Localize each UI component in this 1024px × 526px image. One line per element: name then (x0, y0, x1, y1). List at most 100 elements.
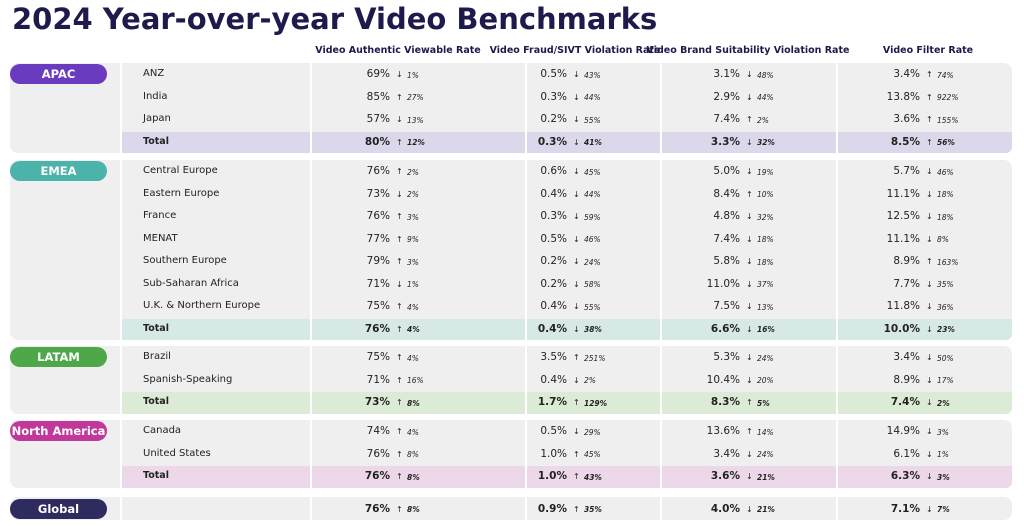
column-separator (660, 346, 662, 414)
cell-change: 43% (584, 472, 602, 482)
change-arrow: ↓ (573, 92, 580, 102)
change-arrow: ↑ (573, 449, 580, 459)
cell-change: 163% (937, 257, 959, 267)
change-arrow: ↑ (396, 234, 403, 244)
change-arrow: ↓ (926, 375, 933, 385)
change-arrow: ↓ (926, 449, 933, 459)
change-arrow: ↓ (746, 167, 753, 176)
cell-change: 1% (937, 450, 949, 459)
change-arrow: ↓ (573, 302, 580, 311)
column-separator (836, 497, 838, 520)
cell-change: 7% (937, 505, 950, 514)
cell-value: 0.4% (540, 300, 567, 312)
change-arrow: ↓ (396, 115, 403, 124)
column-separator (120, 420, 122, 488)
cell-value: 7.4% (890, 396, 920, 408)
cell-change: 2% (937, 398, 950, 408)
column-separator (310, 497, 312, 520)
cell-value: 71% (366, 277, 390, 290)
cell-value: 3.1% (713, 68, 740, 80)
cell-change: 18% (757, 257, 774, 267)
cell-change: 8% (937, 235, 949, 244)
change-arrow: ↑ (396, 504, 403, 514)
cell-value: 4.0% (710, 502, 740, 515)
cell-value: 76% (364, 502, 390, 515)
change-arrow: ↓ (573, 115, 580, 124)
cell-change: 2% (584, 376, 596, 385)
cell-change: 50% (937, 353, 954, 363)
title: 2024 Year-over-year Video Benchmarks (12, 2, 658, 36)
column-separator (310, 63, 312, 153)
change-arrow: ↓ (573, 189, 580, 199)
row-name: Total (143, 470, 169, 481)
cell-value: 5.8% (713, 255, 740, 267)
change-arrow: ↓ (926, 189, 933, 199)
cell-change: 29% (584, 427, 601, 437)
cell-value: 0.5% (540, 425, 567, 437)
cell-change: 45% (584, 450, 601, 459)
cell-value: 11.1% (886, 232, 920, 245)
region-pill: Global (10, 498, 107, 519)
cell-change: 35% (937, 280, 954, 289)
change-arrow: ↑ (396, 427, 403, 436)
cell-value: 1.7% (537, 396, 567, 408)
cell-change: 4% (407, 325, 420, 334)
cell-value: 69% (366, 68, 390, 80)
cell-value: 11.8% (886, 300, 920, 312)
cell-change: 14% (757, 427, 774, 437)
row-name: MENAT (143, 232, 178, 244)
cell-value: 14.9% (886, 425, 920, 437)
column-separator (120, 63, 122, 153)
cell-change: 5% (757, 398, 770, 408)
cell-value: 3.6% (710, 470, 740, 482)
change-arrow: ↑ (926, 137, 933, 147)
change-arrow: ↑ (746, 398, 753, 407)
cell-change: 27% (407, 93, 424, 102)
change-arrow: ↑ (396, 137, 403, 147)
cell-change: 8% (407, 398, 420, 408)
cell-value: 76% (366, 165, 390, 177)
cell-change: 4% (407, 427, 419, 437)
row-name: Southern Europe (143, 255, 227, 266)
change-arrow: ↓ (746, 302, 753, 311)
column-separator (525, 63, 527, 153)
cell-change: 20% (757, 376, 774, 385)
cell-value: 73% (364, 396, 390, 408)
cell-value: 3.4% (713, 447, 740, 460)
cell-change: 44% (584, 93, 601, 102)
cell-change: 2% (407, 167, 419, 177)
change-arrow: ↑ (573, 504, 580, 514)
cell-change: 17% (937, 376, 954, 385)
change-arrow: ↑ (396, 449, 403, 459)
column-separator (836, 160, 838, 340)
change-arrow: ↓ (746, 70, 753, 79)
column-separator (525, 497, 527, 520)
cell-change: 18% (757, 235, 774, 244)
column-header: Video Brand Suitability Violation Rate (646, 45, 850, 56)
column-separator (310, 160, 312, 340)
change-arrow: ↑ (926, 115, 933, 124)
row-name: France (143, 210, 177, 221)
column-header: Video Authentic Viewable Rate (315, 45, 481, 56)
change-arrow: ↑ (746, 115, 753, 124)
column-separator (525, 420, 527, 488)
cell-change: 56% (937, 138, 955, 147)
change-arrow: ↓ (746, 375, 753, 385)
region-pill: EMEA (10, 161, 107, 181)
change-arrow: ↓ (926, 324, 933, 334)
cell-value: 2.9% (713, 90, 740, 103)
change-arrow: ↓ (926, 302, 933, 311)
cell-value: 5.3% (713, 351, 740, 363)
change-arrow: ↓ (926, 167, 933, 176)
cell-change: 922% (937, 93, 959, 102)
region-pill: North America (10, 421, 107, 441)
column-separator (836, 346, 838, 414)
cell-value: 0.2% (540, 277, 567, 290)
cell-change: 24% (757, 450, 774, 459)
change-arrow: ↑ (396, 398, 403, 407)
column-separator (120, 497, 122, 520)
change-arrow: ↓ (746, 137, 753, 147)
cell-value: 0.9% (537, 502, 567, 515)
cell-change: 44% (584, 190, 601, 199)
change-arrow: ↑ (746, 427, 753, 436)
